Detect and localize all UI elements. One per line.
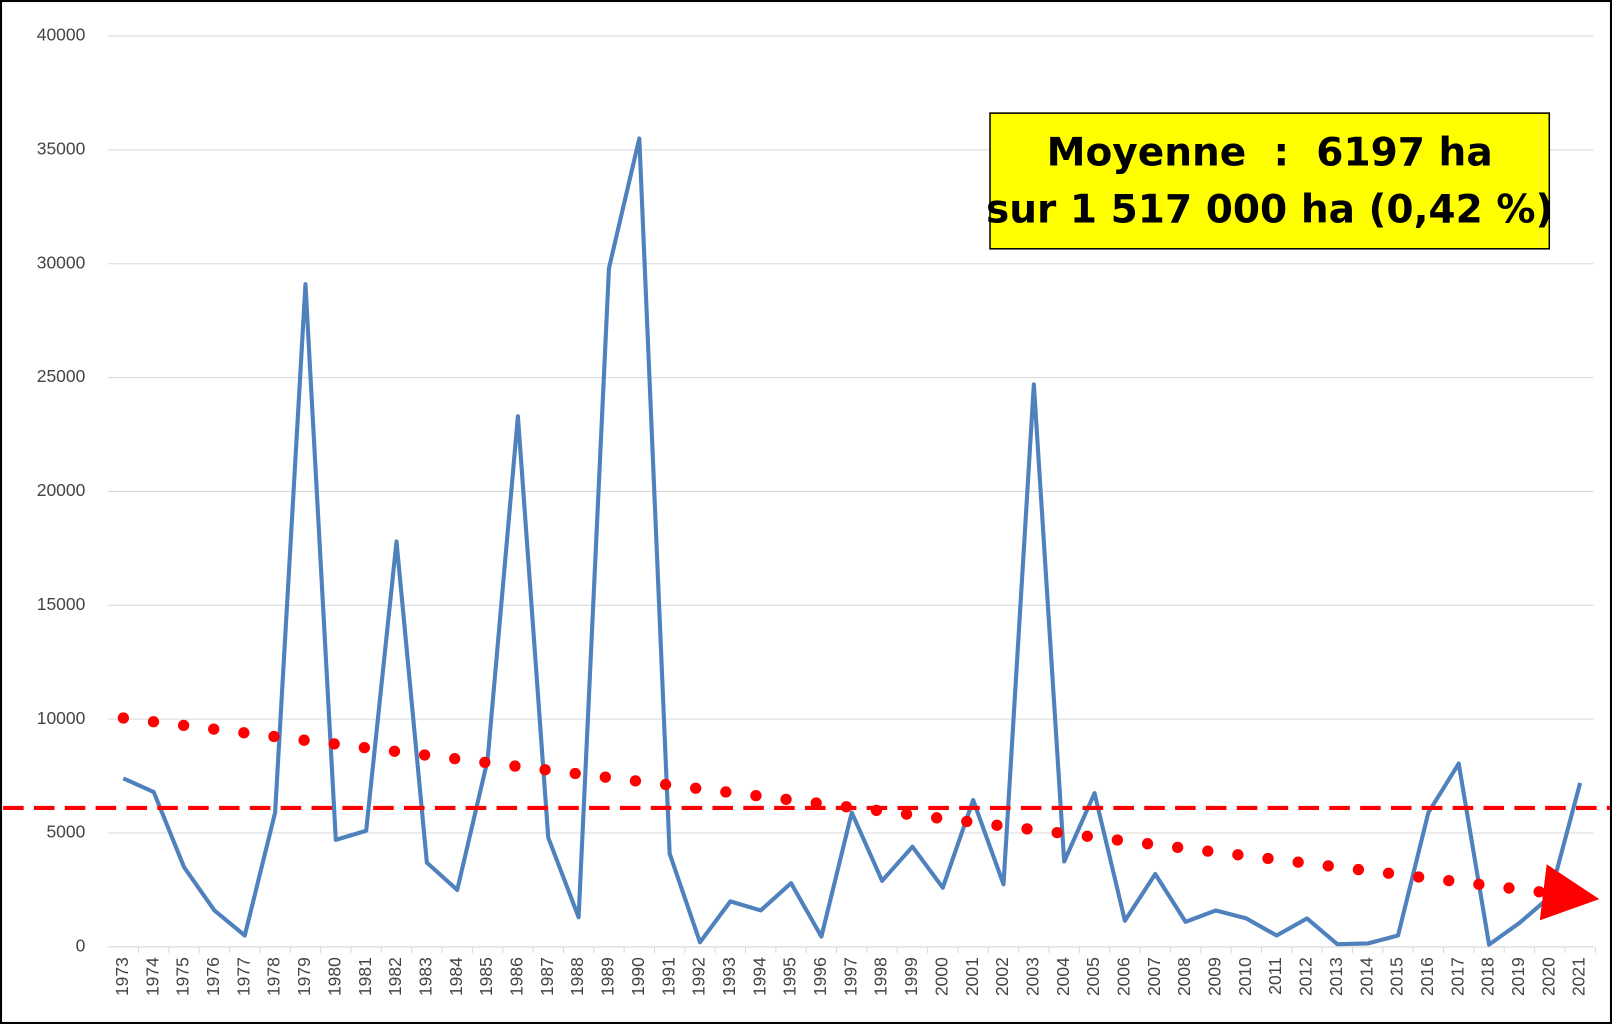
x-tick-label: 2017: [1447, 957, 1467, 996]
x-tick-label: 2000: [931, 957, 951, 996]
x-tick-label: 2003: [1022, 957, 1042, 996]
x-tick-label: 1986: [507, 957, 527, 996]
x-tick-label: 1980: [324, 957, 344, 996]
x-tick-label: 2019: [1508, 957, 1528, 996]
x-tick-label: 1974: [142, 957, 162, 996]
x-tick-label: 1989: [598, 957, 618, 996]
x-tick-label: 1995: [780, 957, 800, 996]
annotation: sur 1 517 000 ha (0,42 %): [986, 187, 1553, 232]
x-tick-label: 1997: [840, 957, 860, 996]
x-tick-label: 1999: [901, 957, 921, 996]
x-tick-label: 1993: [719, 957, 739, 996]
x-tick-label: 1975: [173, 957, 193, 996]
y-tick-label: 20000: [37, 480, 86, 500]
x-tick-label: 2010: [1235, 957, 1255, 996]
y-tick-label: 0: [76, 936, 86, 956]
x-tick-label: 1994: [749, 957, 769, 996]
trend-line: [117, 712, 1600, 921]
x-tick-label: 1981: [355, 957, 375, 996]
x-tick-label: 1983: [415, 957, 435, 996]
y-tick-label: 30000: [37, 252, 86, 272]
x-tick-label: 1991: [658, 957, 678, 996]
x-tick-label: 1998: [871, 957, 891, 996]
x-tick-label: 2011: [1265, 957, 1285, 995]
x-tick-label: 2004: [1053, 957, 1073, 996]
x-tick-label: 2001: [962, 957, 982, 996]
x-tick-label: 2020: [1538, 957, 1558, 996]
y-tick-label: 35000: [37, 138, 86, 158]
x-tick-label: 1990: [628, 957, 648, 996]
x-tick-label: 2012: [1296, 957, 1316, 996]
x-tick-label: 1979: [294, 957, 314, 996]
x-tick-label: 1976: [203, 957, 223, 996]
x-tick-label: 2005: [1083, 957, 1103, 996]
x-tick-label: 2008: [1174, 957, 1194, 996]
x-tick-label: 2018: [1478, 957, 1498, 996]
x-tick-label: 1992: [689, 957, 709, 996]
y-tick-label: 5000: [46, 822, 85, 842]
data-line: [122, 136, 1583, 947]
x-tick-label: 2016: [1417, 957, 1437, 996]
x-tick-label: 2013: [1326, 957, 1346, 996]
annotation: Moyenne : 6197 ha: [1047, 131, 1493, 176]
x-tick-label: 1987: [537, 957, 557, 996]
x-tick-label: 2009: [1205, 957, 1225, 996]
y-tick-label: 10000: [37, 708, 86, 728]
y-tick-label: 25000: [37, 366, 86, 386]
x-tick-label: 2014: [1356, 957, 1376, 996]
x-tick-label: 1978: [264, 957, 284, 996]
x-tick-label: 1996: [810, 957, 830, 996]
x-tick-label: 1984: [446, 957, 466, 996]
x-tick-label: 2015: [1387, 957, 1407, 996]
x-tick-label: 2007: [1144, 957, 1164, 996]
x-tick-label: 1973: [112, 957, 132, 996]
x-tick-label: 2002: [992, 957, 1012, 996]
y-tick-label: 40000: [37, 25, 86, 45]
x-tick-label: 2021: [1569, 957, 1589, 996]
x-tick-label: 1977: [233, 957, 253, 996]
annotation-box: [989, 112, 1551, 250]
x-tick-label: 1988: [567, 957, 587, 996]
y-tick-label: 15000: [37, 594, 86, 614]
x-tick-label: 2006: [1114, 957, 1134, 996]
x-tick-label: 1985: [476, 957, 496, 996]
x-tick-label: 1982: [385, 957, 405, 996]
